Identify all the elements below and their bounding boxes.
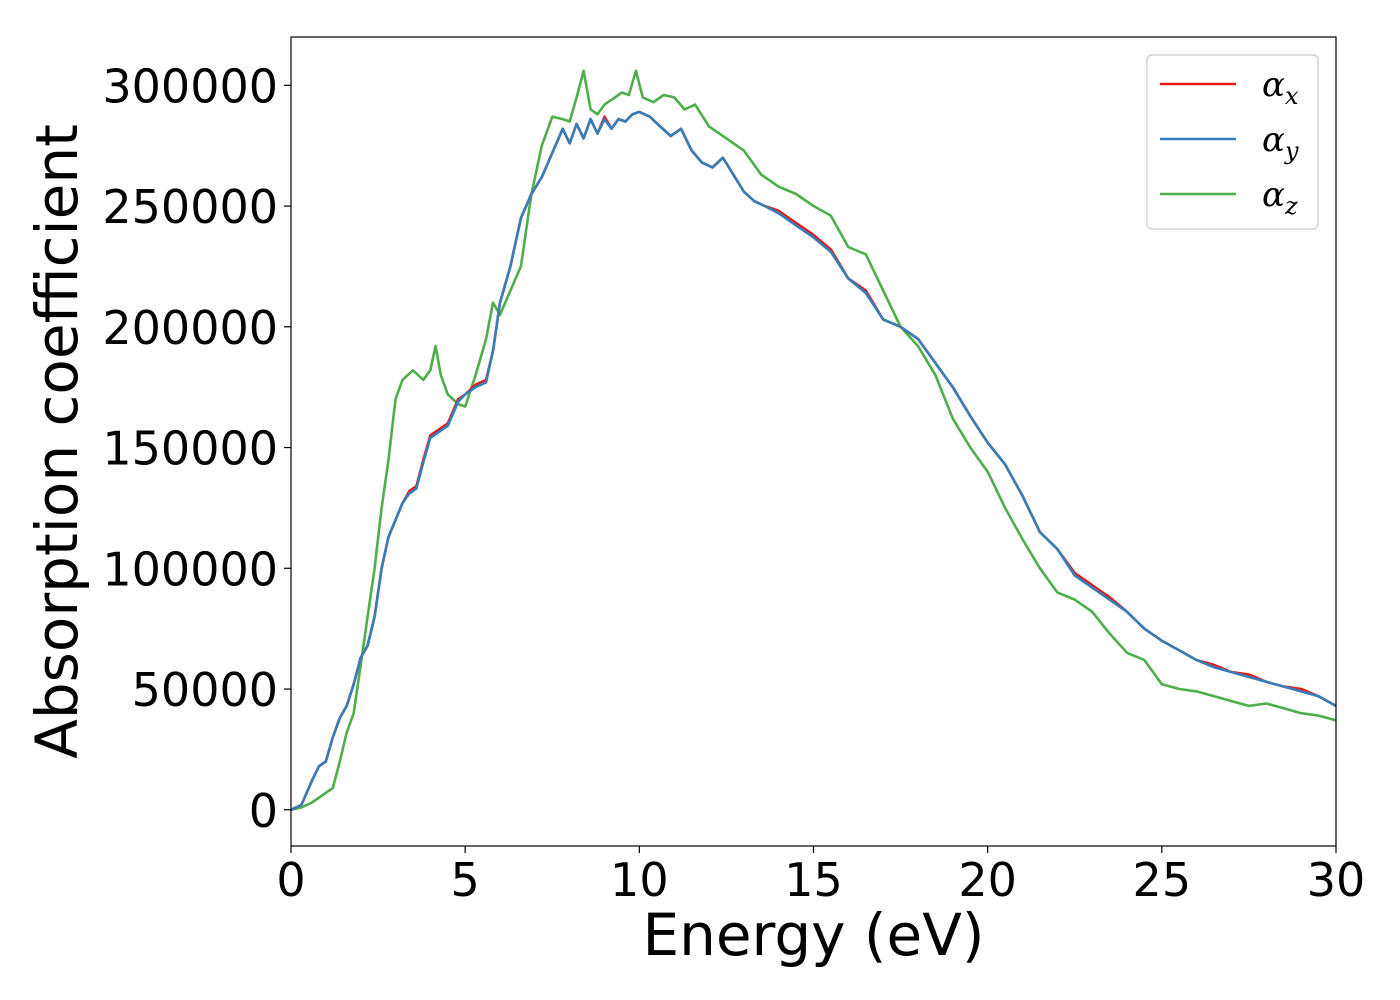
y-tick-label: 0 (249, 784, 278, 838)
legend-item-x: αx (1160, 65, 1299, 110)
legend-item-y: αy (1160, 120, 1299, 165)
x-tick-label: 20 (958, 853, 1017, 907)
y-tick-label: 50000 (132, 663, 278, 717)
legend: αx αy αz (1146, 54, 1319, 230)
y-tick-label: 200000 (102, 301, 278, 355)
y-axis-label: Absorption coefficient (23, 124, 91, 759)
legend-label: αy (1262, 120, 1299, 165)
y-tick-label: 250000 (102, 180, 278, 234)
y-tick-label: 100000 (102, 542, 278, 596)
series-line-y (291, 110, 1336, 811)
legend-item-z: αz (1160, 175, 1298, 220)
legend-label: αz (1262, 175, 1298, 220)
x-tick-label: 25 (1133, 853, 1192, 907)
legend-label: αx (1262, 65, 1299, 110)
x-tick-label: 10 (610, 853, 669, 907)
legend-box (1146, 54, 1319, 230)
x-axis: 0 5 10 15 20 25 30 (276, 846, 1365, 907)
x-tick-label: 5 (451, 853, 480, 907)
x-tick-label: 15 (784, 853, 843, 907)
y-tick-label: 300000 (102, 59, 278, 113)
y-tick-label: 150000 (102, 422, 278, 476)
x-tick-label: 30 (1307, 853, 1366, 907)
series-line-z (291, 69, 1336, 812)
x-axis-label: Energy (eV) (642, 901, 984, 969)
x-tick-label: 0 (276, 853, 305, 907)
series-layer (291, 69, 1336, 812)
y-axis: 0 50000 100000 150000 200000 250000 300000 (102, 59, 291, 838)
